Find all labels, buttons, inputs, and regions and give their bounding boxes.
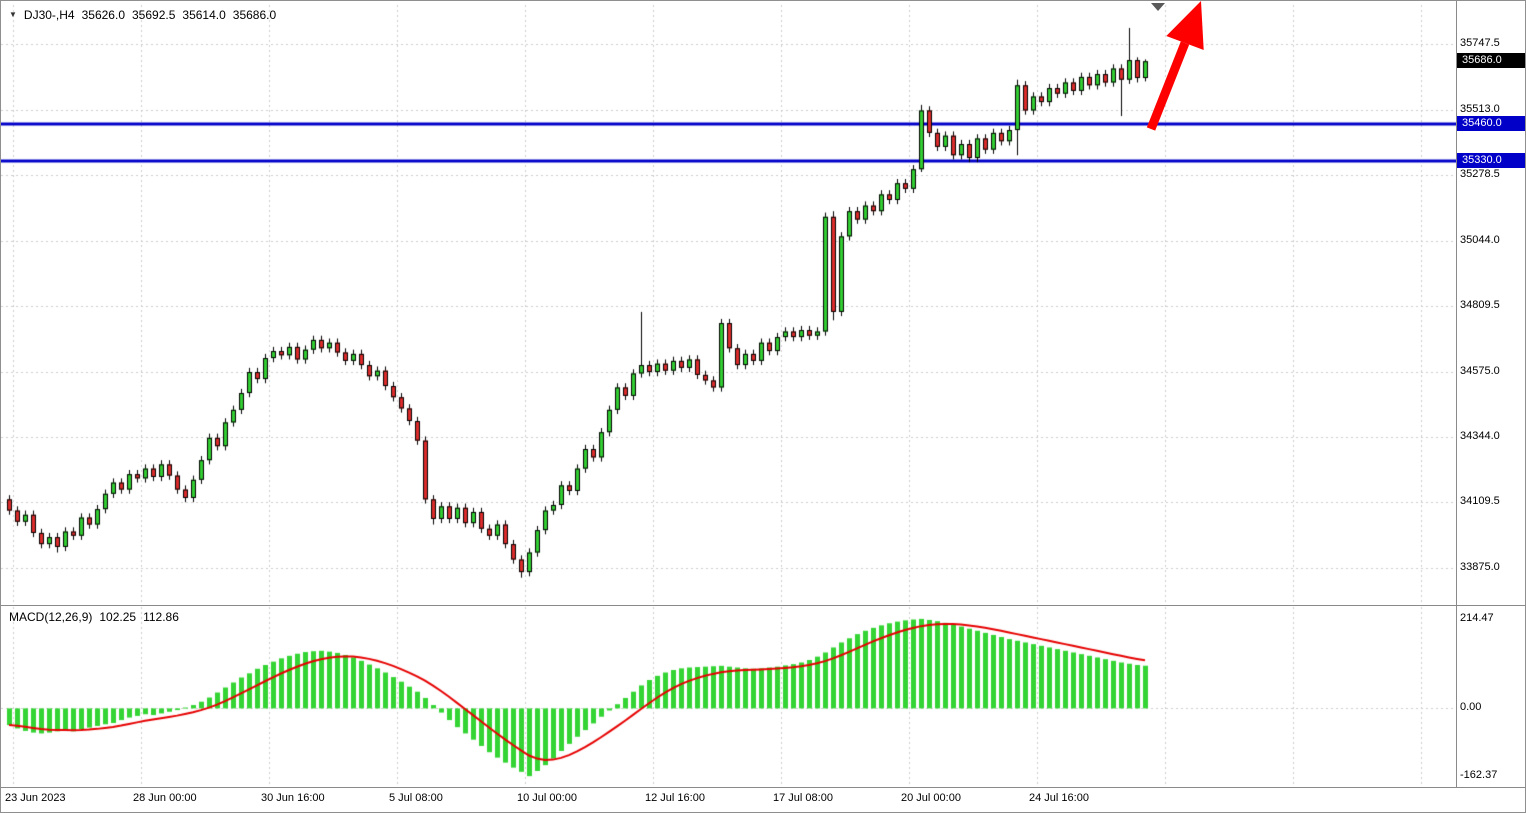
- price-axis-label: 35513.0: [1460, 103, 1500, 115]
- time-axis-label: 28 Jun 00:00: [133, 792, 197, 804]
- macd-signal-value: 112.86: [143, 610, 179, 624]
- chart-header: ▼ DJ30-,H4 35626.0 35692.5 35614.0 35686…: [9, 8, 276, 22]
- time-axis[interactable]: 23 Jun 2023 28 Jun 00:00 30 Jun 16:00 5 Jul…: [1, 788, 1456, 812]
- trend-arrow[interactable]: [1136, 1, 1226, 141]
- time-axis-label: 10 Jul 00:00: [517, 792, 577, 804]
- macd-axis-label: -162.37: [1460, 769, 1498, 781]
- hline-price-badge: 35330.0: [1457, 153, 1525, 168]
- hline-price-badge: 35460.0: [1457, 116, 1525, 131]
- one-click-trading-toggle-icon[interactable]: ▼: [9, 10, 17, 19]
- price-axis-label: 35278.5: [1460, 168, 1500, 180]
- price-axis-label: 34809.5: [1460, 299, 1500, 311]
- price-axis-label: 33875.0: [1460, 561, 1500, 573]
- price-axis-label: 34575.0: [1460, 365, 1500, 377]
- ohlc-high-value: 35692.5: [132, 8, 176, 22]
- price-axis-label: 35044.0: [1460, 234, 1500, 246]
- time-axis-label: 5 Jul 08:00: [389, 792, 443, 804]
- price-axis-label: 35747.5: [1460, 37, 1500, 49]
- symbol-timeframe-label: DJ30-,H4: [23, 8, 75, 22]
- price-axis-label: 34109.5: [1460, 495, 1500, 507]
- time-axis-label: 20 Jul 00:00: [901, 792, 961, 804]
- time-axis-separator: [1, 787, 1525, 788]
- price-chart-canvas[interactable]: [1, 1, 1456, 787]
- ohlc-close-value: 35686.0: [232, 8, 277, 22]
- macd-axis-label: 214.47: [1460, 612, 1494, 624]
- price-axis-separator: [1456, 1, 1457, 787]
- macd-axis[interactable]: 214.47 0.00 -162.37: [1457, 605, 1525, 787]
- time-axis-label: 24 Jul 16:00: [1029, 792, 1089, 804]
- price-axis-label: 34344.0: [1460, 430, 1500, 442]
- current-price-badge: 35686.0: [1457, 53, 1525, 68]
- macd-indicator-label: MACD(12,26,9): [9, 610, 93, 624]
- price-axis[interactable]: 35747.5 35513.0 35278.5 35044.0 34809.5 34575…: [1457, 1, 1525, 605]
- ohlc-low-value: 35614.0: [182, 8, 226, 22]
- time-axis-label: 23 Jun 2023: [5, 792, 66, 804]
- time-axis-label: 12 Jul 16:00: [645, 792, 705, 804]
- time-axis-label: 17 Jul 08:00: [773, 792, 833, 804]
- ohlc-open-value: 35626.0: [81, 8, 125, 22]
- macd-axis-label: 0.00: [1460, 701, 1482, 713]
- time-axis-label: 30 Jun 16:00: [261, 792, 325, 804]
- macd-header: MACD(12,26,9) 102.25 112.86: [9, 610, 179, 624]
- chart-shift-marker-icon: [1151, 3, 1165, 11]
- macd-main-value: 102.25: [99, 610, 137, 624]
- macd-pane-separator: [1, 605, 1525, 606]
